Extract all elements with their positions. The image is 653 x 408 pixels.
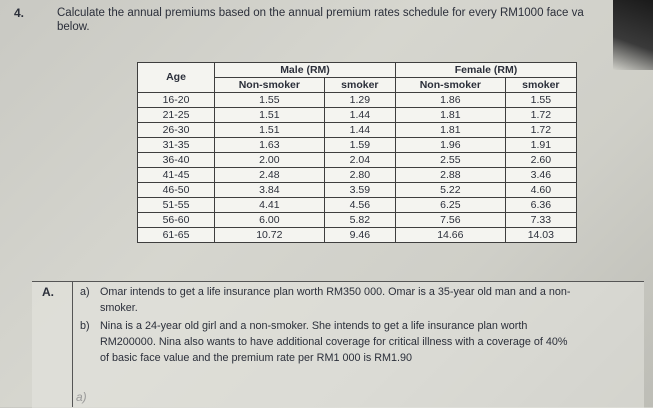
age-cell: 36-40 <box>137 152 215 168</box>
question-b-line2: RM200000. Nina also wants to have additi… <box>100 336 568 348</box>
female-nonsmoker-cell: 1.81 <box>394 122 506 138</box>
part-a-box <box>32 281 644 408</box>
female-smoker-cell: 6.36 <box>504 197 578 213</box>
female-nonsmoker-cell: 6.25 <box>394 197 506 213</box>
female-nonsmoker-cell: 5.22 <box>394 182 506 198</box>
male-nonsmoker-cell: 1.63 <box>214 137 325 153</box>
age-cell: 61-65 <box>137 227 215 243</box>
table-header-row: Age Male (RM) Female (RM) <box>137 62 578 93</box>
male-nonsmoker-cell: 1.51 <box>214 107 325 123</box>
female-smoker-cell: 1.72 <box>504 122 578 138</box>
age-cell: 26-30 <box>137 122 215 138</box>
age-cell: 16-20 <box>137 92 215 108</box>
female-smoker-cell: 2.60 <box>504 152 578 168</box>
handwritten-mark: a) <box>76 390 87 404</box>
male-nonsmoker-cell: 4.41 <box>214 197 325 213</box>
male-nonsmoker-cell: 2.00 <box>214 152 325 168</box>
age-cell: 46-50 <box>137 182 215 198</box>
subheader-male-smoker: smoker <box>323 77 396 93</box>
question-b-mark: b) <box>80 320 90 332</box>
question-b-line1: Nina is a 24-year old girl and a non-smo… <box>100 320 528 332</box>
question-number: 4. <box>14 6 25 20</box>
male-nonsmoker-cell: 1.55 <box>214 92 325 108</box>
female-nonsmoker-cell: 1.86 <box>394 92 506 108</box>
subheader-female-nonsmoker: Non-smoker <box>394 77 506 93</box>
male-nonsmoker-cell: 6.00 <box>214 212 325 228</box>
table-row: 36-40 2.00 2.04 2.55 2.60 <box>137 152 578 168</box>
male-smoker-cell: 2.80 <box>323 167 396 183</box>
subheader-female-smoker: smoker <box>504 77 578 93</box>
table-subheader-row: Non-smoker smoker Non-smoker smoker <box>138 77 578 93</box>
age-cell: 56-60 <box>137 212 215 228</box>
table-row: 56-60 6.00 5.82 7.56 7.33 <box>137 212 578 228</box>
question-a-line1: Omar intends to get a life insurance pla… <box>100 286 571 298</box>
female-nonsmoker-cell: 1.81 <box>394 107 506 123</box>
female-smoker-cell: 1.72 <box>504 107 578 123</box>
header-male: Male (RM) <box>214 62 396 78</box>
male-nonsmoker-cell: 1.51 <box>214 122 325 138</box>
female-nonsmoker-cell: 2.88 <box>394 167 506 183</box>
female-smoker-cell: 3.46 <box>504 167 578 183</box>
part-a-label: A. <box>42 285 54 299</box>
male-nonsmoker-cell: 3.84 <box>214 182 325 198</box>
table-row: 21-25 1.51 1.44 1.81 1.72 <box>137 107 578 123</box>
question-a-mark: a) <box>80 286 90 298</box>
male-smoker-cell: 4.56 <box>323 197 396 213</box>
male-smoker-cell: 1.44 <box>323 107 396 123</box>
table-row: 61-65 10.72 9.46 14.66 14.03 <box>137 227 578 243</box>
female-nonsmoker-cell: 2.55 <box>394 152 506 168</box>
female-nonsmoker-cell: 7.56 <box>394 212 506 228</box>
male-smoker-cell: 9.46 <box>323 227 396 243</box>
question-a-text: Omar intends to get a life insurance pla… <box>100 284 571 316</box>
part-a-divider <box>72 281 73 407</box>
male-smoker-cell: 1.59 <box>323 137 396 153</box>
female-nonsmoker-cell: 1.96 <box>394 137 506 153</box>
female-nonsmoker-cell: 14.66 <box>394 227 506 243</box>
subheader-male-nonsmoker: Non-smoker <box>214 77 325 93</box>
age-cell: 21-25 <box>137 107 215 123</box>
female-smoker-cell: 1.55 <box>504 92 578 108</box>
header-age: Age <box>137 62 215 93</box>
female-smoker-cell: 14.03 <box>504 227 578 243</box>
male-smoker-cell: 2.04 <box>323 152 396 168</box>
age-cell: 51-55 <box>137 197 215 213</box>
header-female: Female (RM) <box>394 62 578 78</box>
age-cell: 31-35 <box>137 137 215 153</box>
male-smoker-cell: 5.82 <box>323 212 396 228</box>
premium-rates-table: Age Male (RM) Female (RM) Non-smoker smo… <box>137 62 578 243</box>
dark-corner-shadow <box>613 0 653 70</box>
male-smoker-cell: 1.44 <box>323 122 396 138</box>
table-row: 51-55 4.41 4.56 6.25 6.36 <box>137 197 578 213</box>
table-row: 41-45 2.48 2.80 2.88 3.46 <box>137 167 578 183</box>
table-row: 26-30 1.51 1.44 1.81 1.72 <box>137 122 578 138</box>
female-smoker-cell: 7.33 <box>504 212 578 228</box>
table-row: 46-50 3.84 3.59 5.22 4.60 <box>137 182 578 198</box>
question-text-line2: below. <box>57 21 90 33</box>
male-smoker-cell: 1.29 <box>323 92 396 108</box>
table-row: 16-20 1.55 1.29 1.86 1.55 <box>137 92 578 108</box>
male-smoker-cell: 3.59 <box>323 182 396 198</box>
table-row: 31-35 1.63 1.59 1.96 1.91 <box>137 137 578 153</box>
question-text-line1: Calculate the annual premiums based on t… <box>57 7 584 19</box>
age-cell: 41-45 <box>137 167 215 183</box>
male-nonsmoker-cell: 2.48 <box>214 167 325 183</box>
male-nonsmoker-cell: 10.72 <box>214 227 325 243</box>
female-smoker-cell: 1.91 <box>504 137 578 153</box>
question-b-text: Nina is a 24-year old girl and a non-smo… <box>100 318 568 366</box>
question-b-line3: of basic face value and the premium rate… <box>100 352 413 364</box>
question-a-line2: smoker. <box>100 302 138 314</box>
female-smoker-cell: 4.60 <box>504 182 578 198</box>
